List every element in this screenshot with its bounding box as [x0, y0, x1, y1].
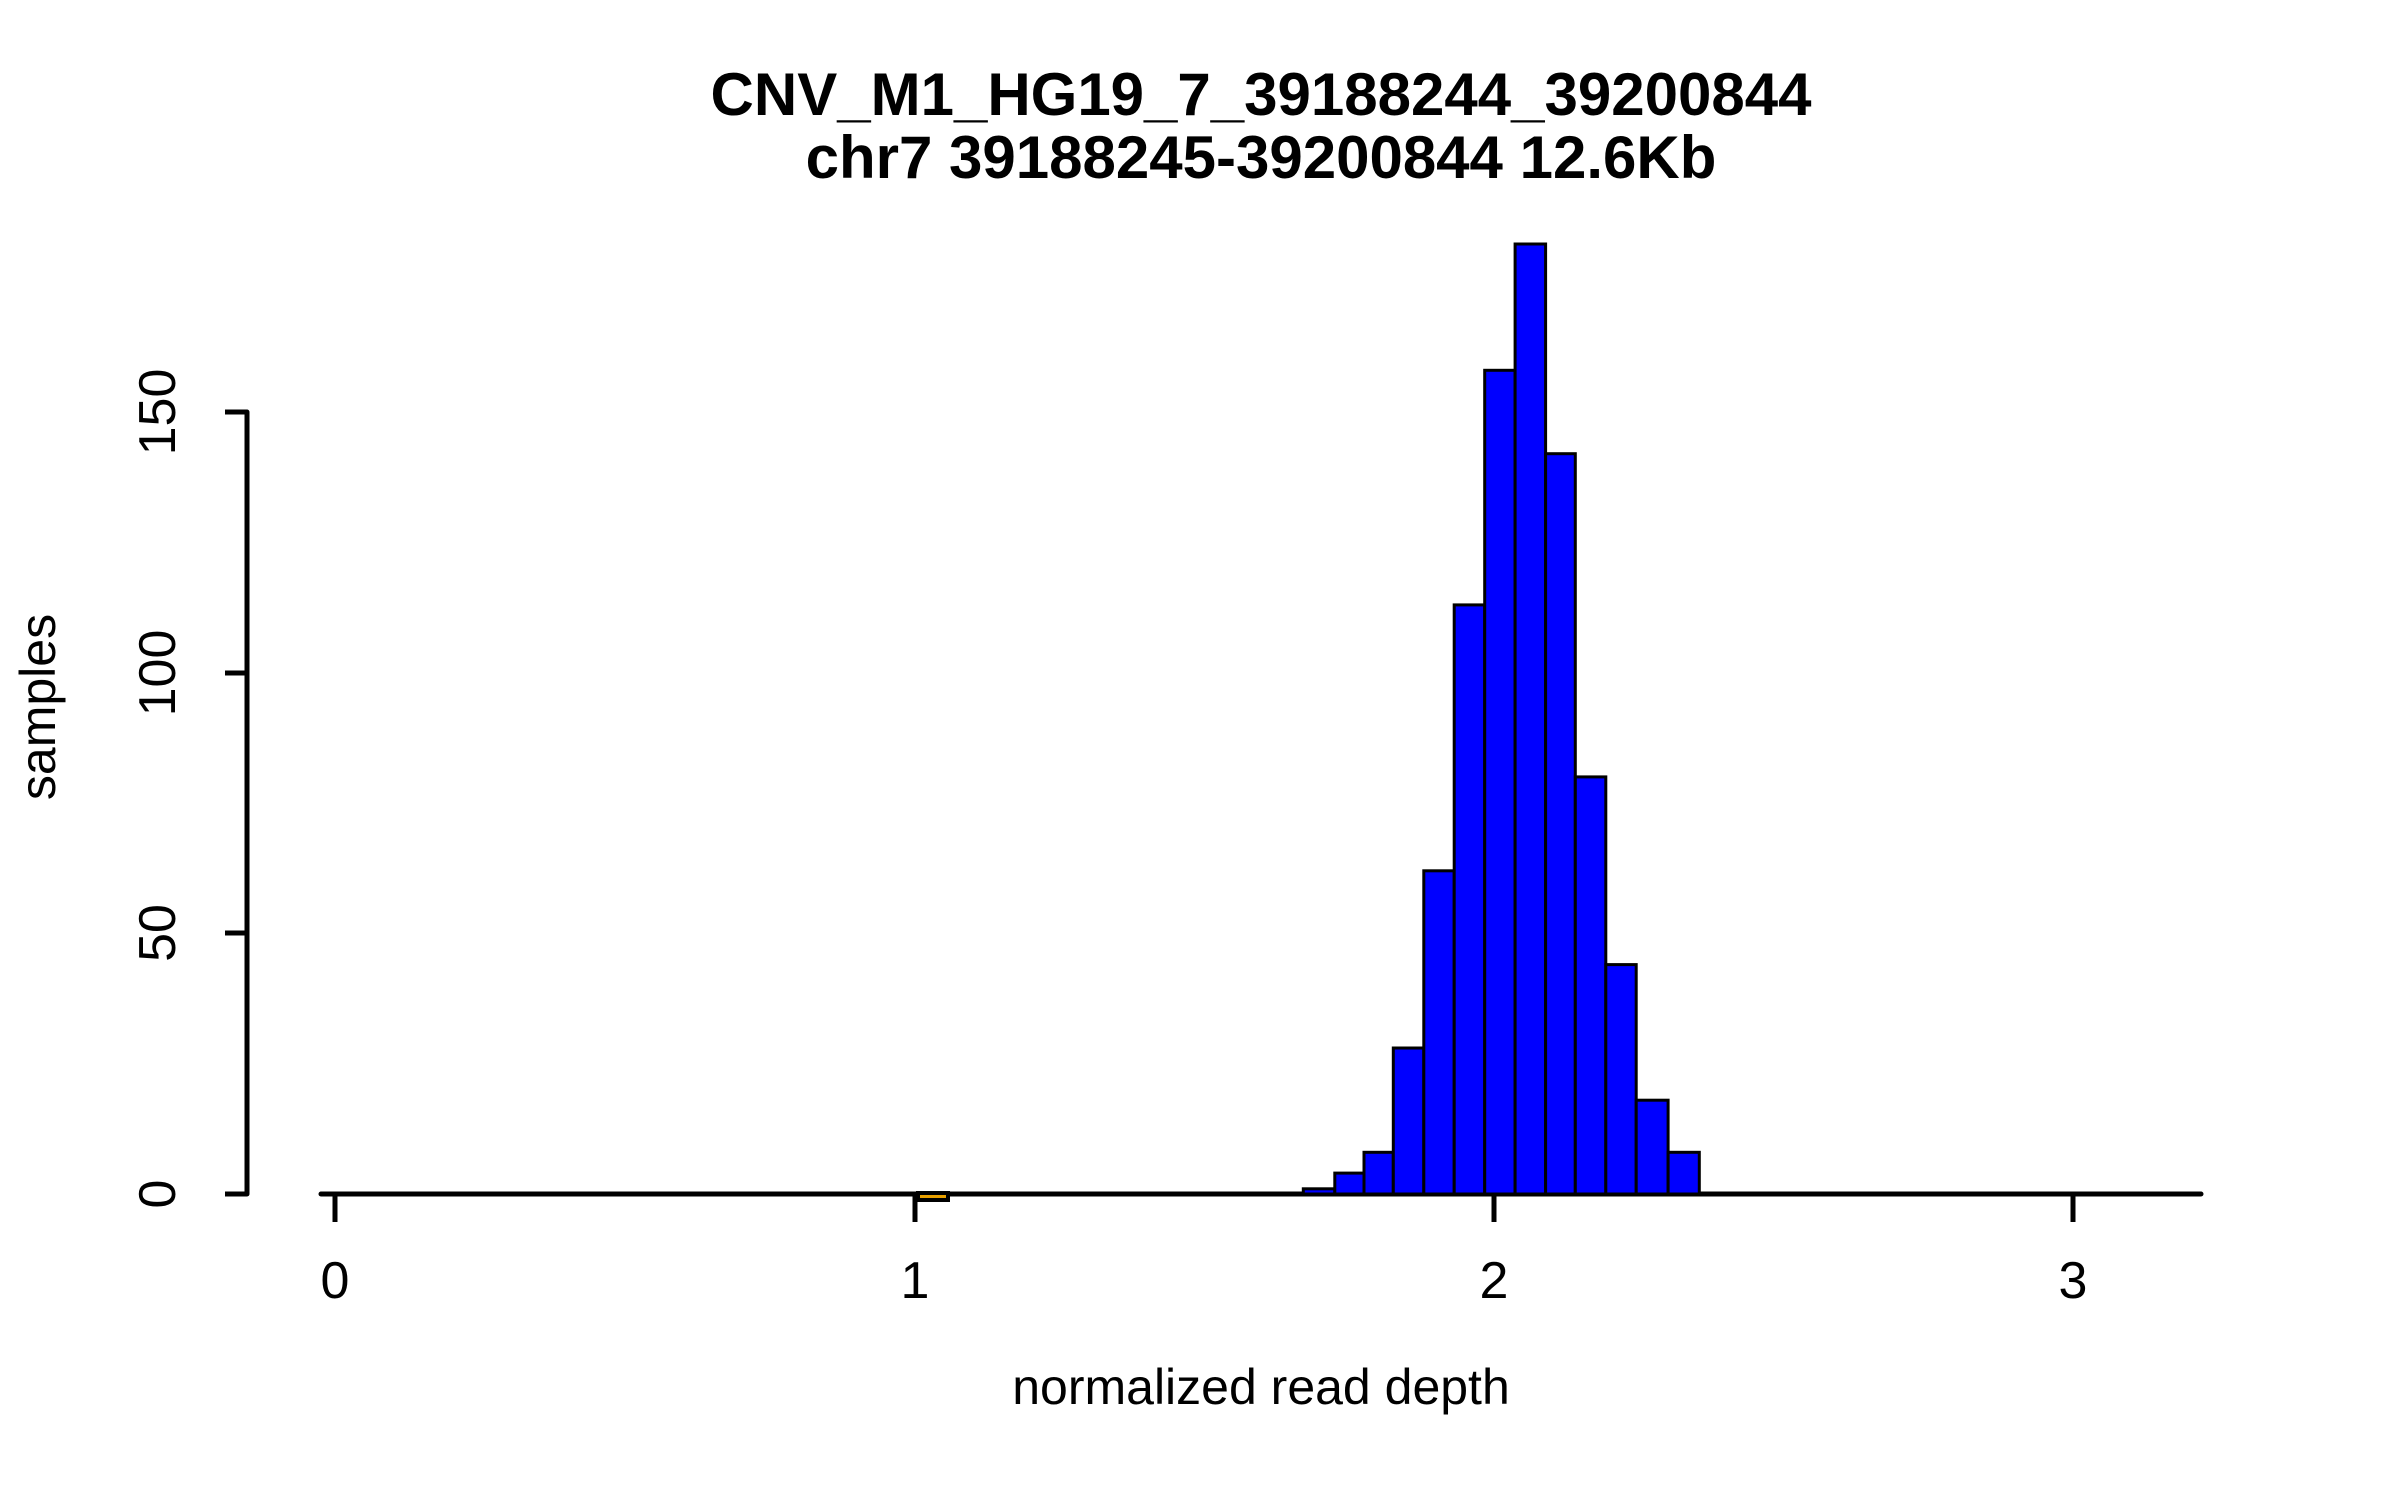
svg-text:chr7 39188245-39200844 12.6Kb: chr7 39188245-39200844 12.6Kb — [806, 124, 1717, 191]
svg-text:samples: samples — [10, 614, 66, 800]
svg-text:0: 0 — [321, 1252, 350, 1310]
svg-text:CNV_M1_HG19_7_39188244_3920084: CNV_M1_HG19_7_39188244_39200844 — [711, 61, 1813, 128]
svg-text:1: 1 — [901, 1252, 930, 1310]
svg-text:150: 150 — [129, 369, 187, 456]
svg-text:3: 3 — [2059, 1252, 2088, 1310]
svg-text:normalized read depth: normalized read depth — [1012, 1359, 1510, 1415]
svg-text:50: 50 — [129, 904, 187, 962]
svg-text:0: 0 — [129, 1180, 187, 1209]
svg-text:100: 100 — [129, 630, 187, 717]
svg-text:2: 2 — [1480, 1252, 1509, 1310]
